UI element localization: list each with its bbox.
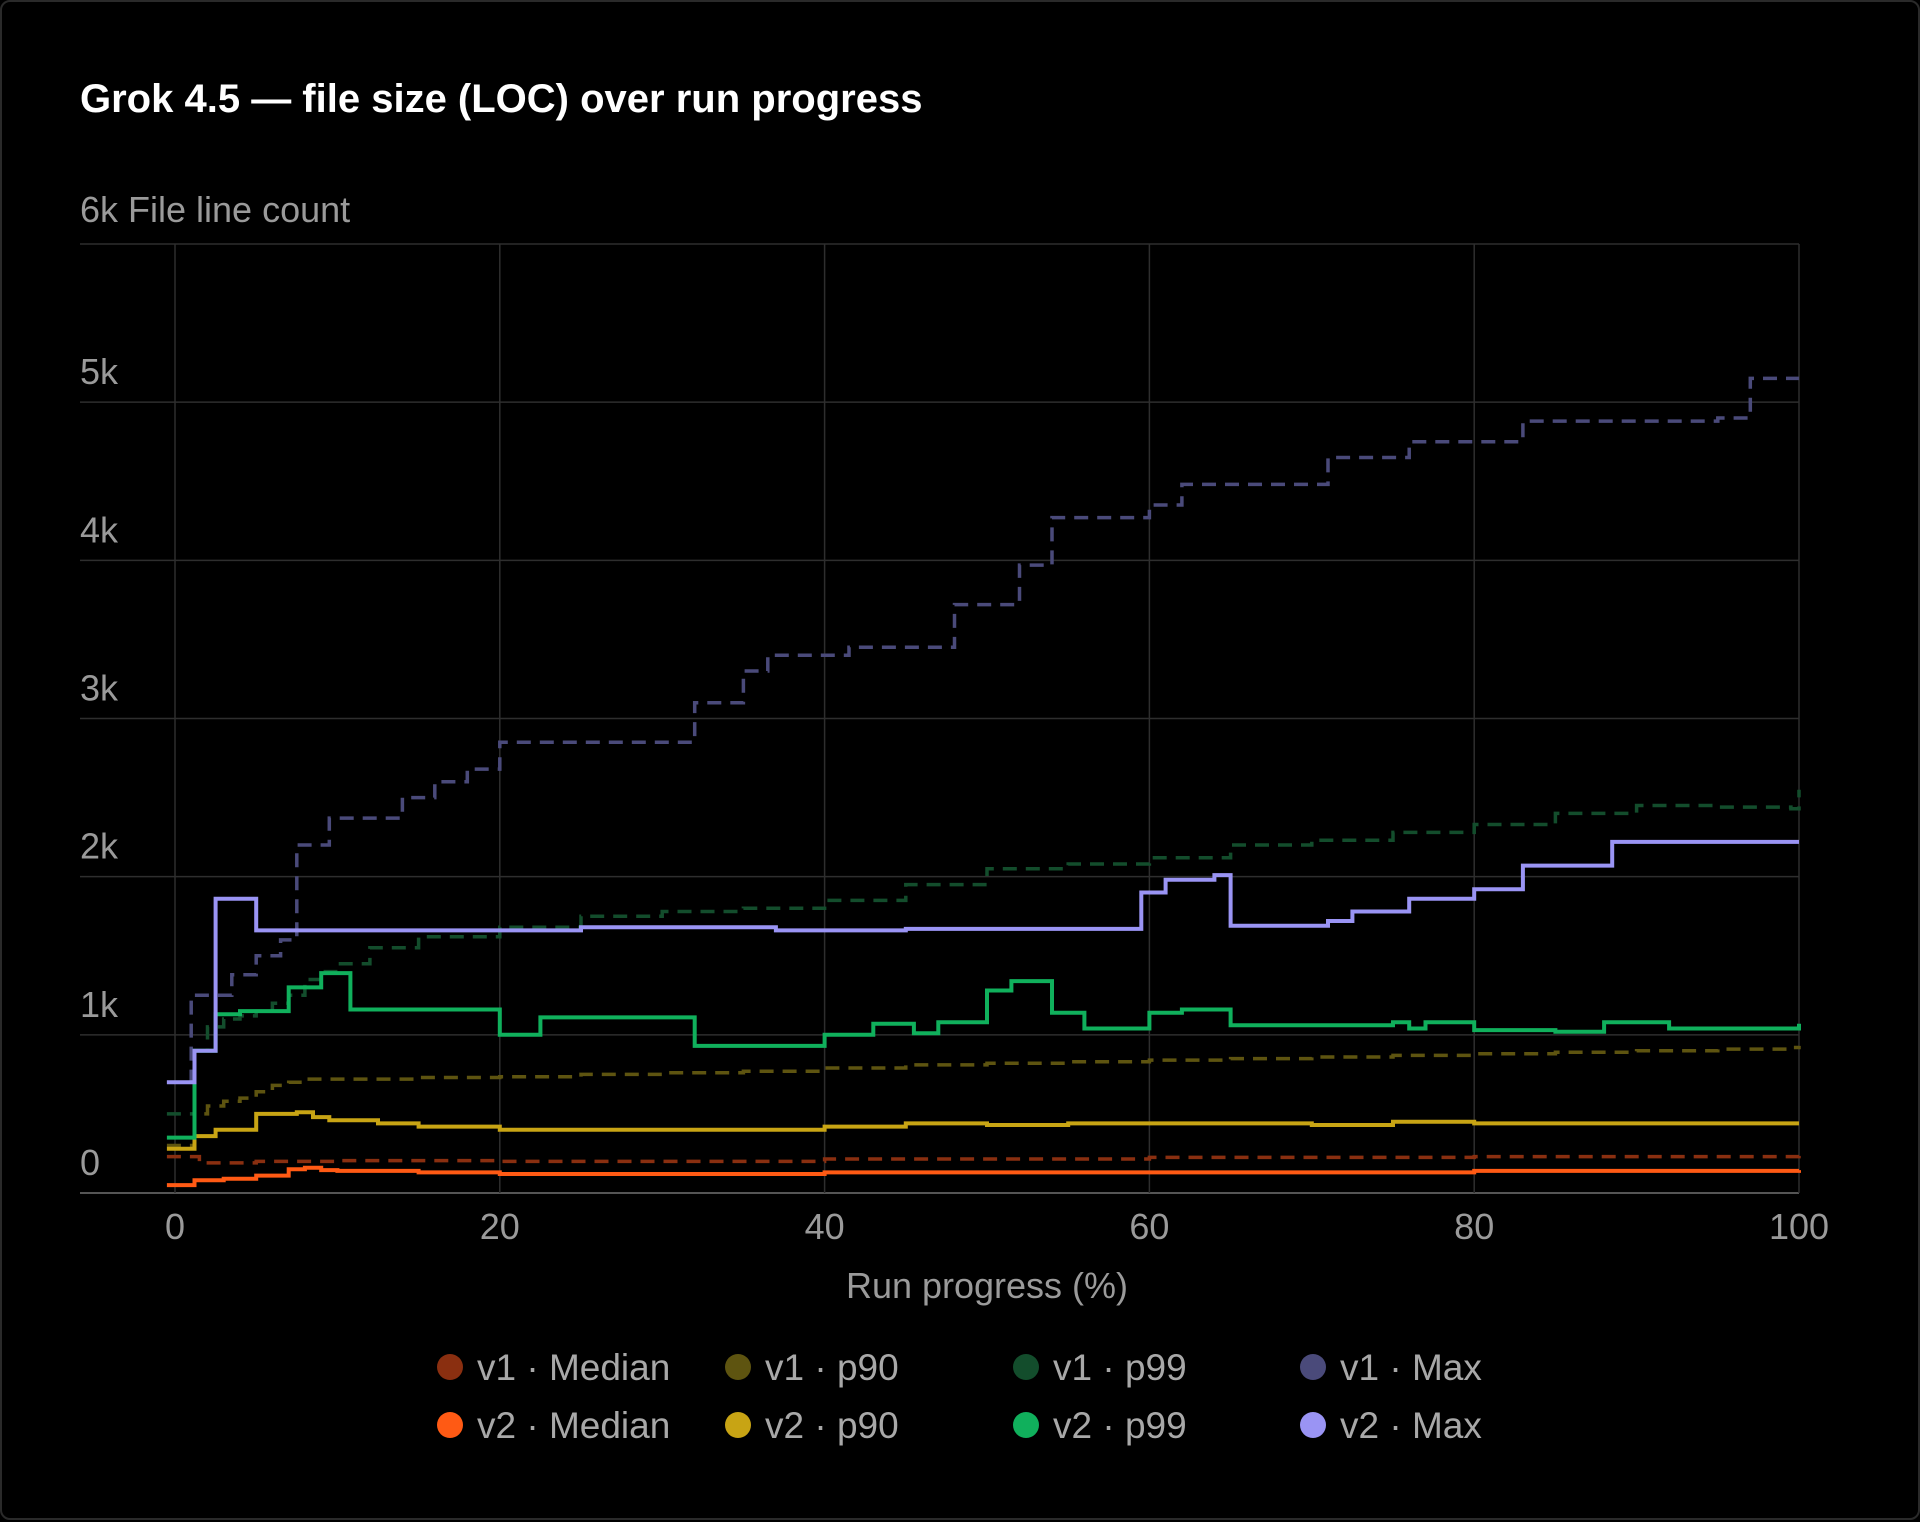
y-tick-label: 5k (80, 351, 119, 392)
legend-swatch (725, 1354, 751, 1380)
legend-item[interactable]: v1 · p99 (1013, 1347, 1187, 1388)
legend-label: v1 · Median (477, 1347, 670, 1388)
y-axis-title: File line count (128, 189, 350, 230)
legend-item[interactable]: v1 · Max (1300, 1347, 1482, 1388)
series-line-4 (166, 789, 1801, 1116)
legend-label: v2 · Max (1340, 1405, 1482, 1446)
legend-swatch (437, 1412, 463, 1438)
chart-title: Grok 4.5 — file size (LOC) over run prog… (80, 77, 922, 121)
x-tick-label: 60 (1129, 1206, 1169, 1247)
legend-item[interactable]: v1 · Median (437, 1347, 670, 1388)
series-line-1 (166, 1165, 1801, 1188)
legend-item[interactable]: v2 · Median (437, 1405, 670, 1446)
legend-item[interactable]: v2 · Max (1300, 1405, 1482, 1446)
x-tick-label: 80 (1454, 1206, 1494, 1247)
legend-item[interactable]: v1 · p90 (725, 1347, 899, 1388)
legend-swatch (725, 1412, 751, 1438)
x-axis-ticks: 0 20 40 60 80 100 (165, 1206, 1829, 1247)
y-axis-label: 6k File line count (80, 189, 350, 230)
legend-swatch (1300, 1412, 1326, 1438)
y-tick-label: 3k (80, 668, 119, 709)
legend-label: v1 · Max (1340, 1347, 1482, 1388)
legend-label: v1 · p90 (765, 1347, 899, 1388)
series-line-0 (166, 1154, 1801, 1165)
y-tick-label: 1k (80, 984, 119, 1025)
x-tick-label: 40 (805, 1206, 845, 1247)
x-tick-label: 0 (165, 1206, 185, 1247)
series-lines (166, 376, 1801, 1188)
legend-label: v2 · p90 (765, 1405, 899, 1446)
legend: v1 · Median v1 · p90 v1 · p99 v1 · Max v2 · … (437, 1347, 1482, 1446)
legend-swatch (1013, 1412, 1039, 1438)
legend-swatch (437, 1354, 463, 1380)
y-tick-label: 2k (80, 826, 119, 867)
series-line-7 (166, 839, 1799, 1085)
legend-label: v1 · p99 (1053, 1347, 1187, 1388)
x-axis-label: Run progress (%) (846, 1265, 1128, 1306)
y-tick-label: 4k (80, 509, 119, 550)
legend-item[interactable]: v2 · p99 (1013, 1405, 1187, 1446)
series-line-6 (166, 376, 1799, 1085)
series-line-2 (166, 1045, 1801, 1148)
grid (80, 243, 1800, 1194)
legend-swatch (1013, 1354, 1039, 1380)
legend-swatch (1300, 1354, 1326, 1380)
y-axis-ticks: 6k File line count 0 1k 2k 3k 4k 5k (80, 189, 350, 1183)
y-tick-label-top: 6k (80, 189, 119, 230)
series-line-5 (166, 971, 1801, 1140)
legend-item[interactable]: v2 · p90 (725, 1405, 899, 1446)
x-tick-label: 20 (480, 1206, 520, 1247)
x-tick-label: 100 (1769, 1206, 1829, 1247)
legend-label: v2 · Median (477, 1405, 670, 1446)
y-tick-label: 0 (80, 1142, 100, 1183)
legend-label: v2 · p99 (1053, 1405, 1187, 1446)
series-line-3 (166, 1110, 1799, 1151)
